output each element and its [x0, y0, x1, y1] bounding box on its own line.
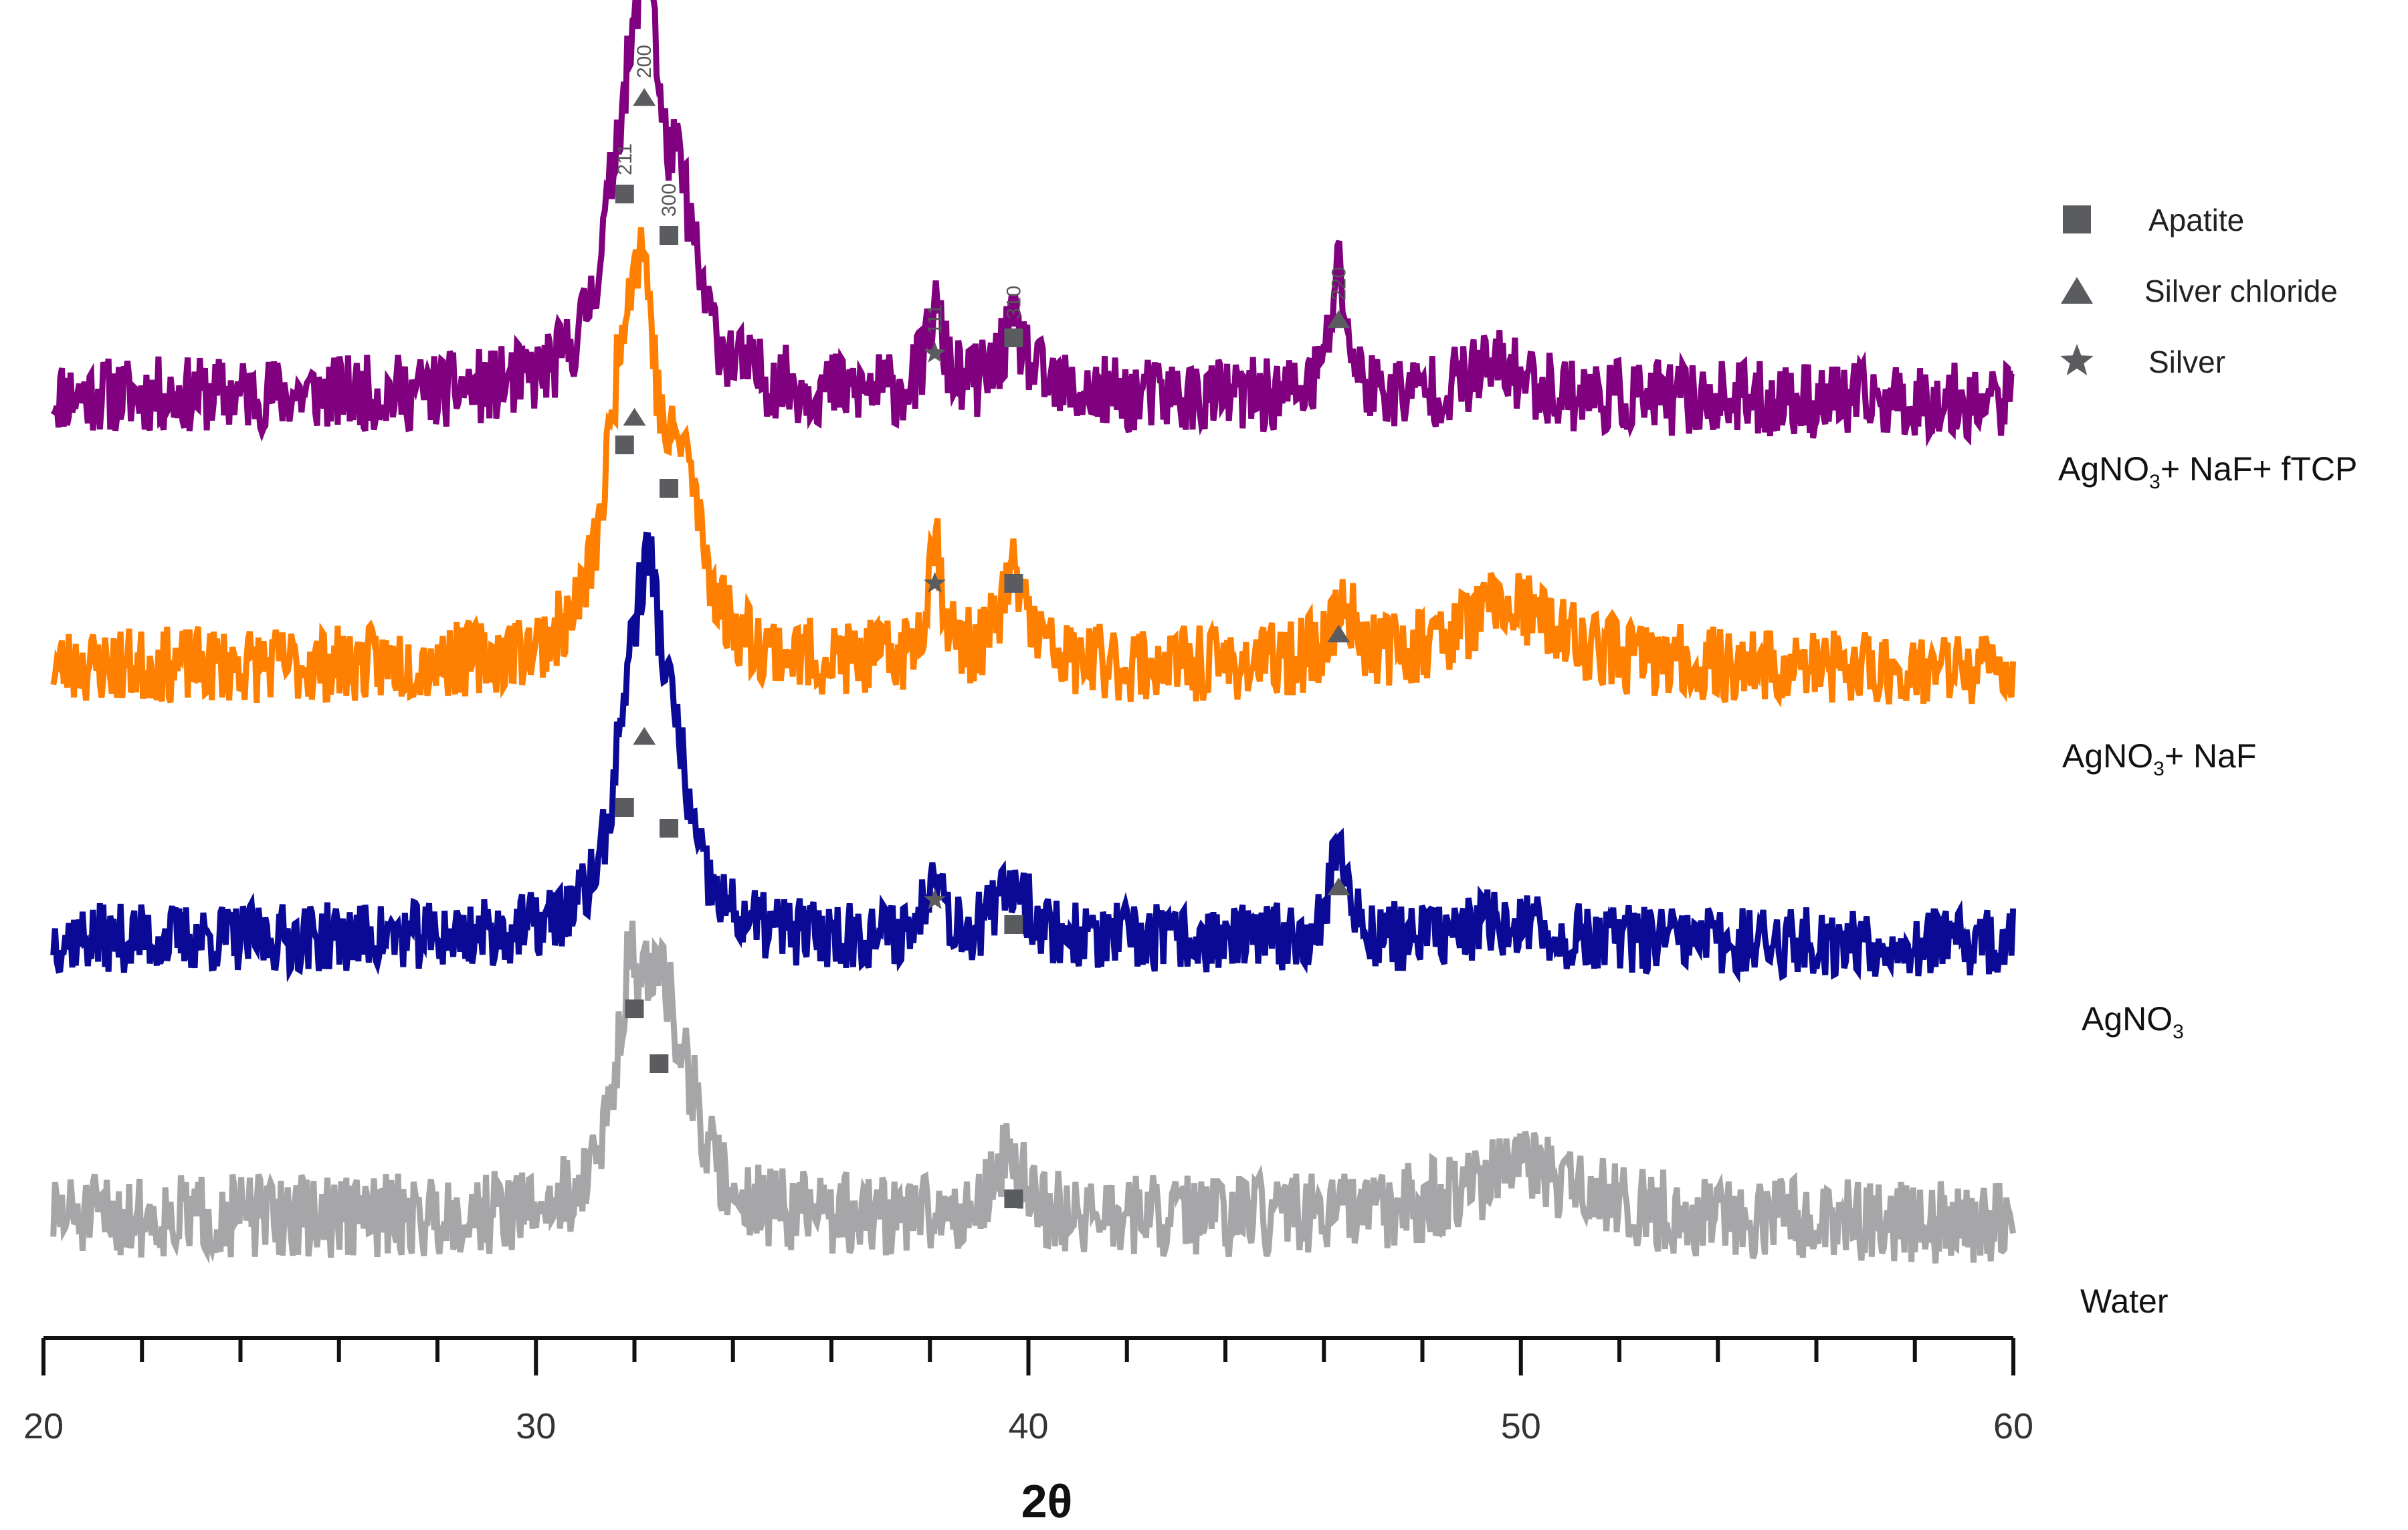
peak-annotation: [1004, 574, 1023, 593]
peak-marker-square: [1004, 574, 1023, 593]
x-tick-label: 20: [23, 1406, 64, 1446]
peak-marker-square: [615, 185, 634, 203]
peak-annotation: 211: [614, 143, 636, 203]
peak-marker-star: [924, 888, 946, 909]
hkl-label: 220: [1328, 267, 1350, 300]
legend-marker-star: [2060, 344, 2094, 376]
legend: Apatite Silver chloride Silver: [2060, 203, 2338, 379]
peak-annotation: [1004, 1189, 1023, 1208]
peak-marker-star: [924, 341, 946, 363]
peak-marker-square: [649, 1054, 669, 1073]
peak-annotation: [1327, 624, 1350, 643]
series-line-agno3: [50, 531, 2017, 983]
peak-annotation: [623, 407, 646, 426]
series-labels: AgNO3+ NaF+ fTCP AgNO3+ NaF AgNO3 Water: [2058, 450, 2357, 1320]
peak-annotation: 111: [924, 304, 946, 363]
peak-marker-triangle: [623, 407, 646, 426]
series-line-agno3_naf_ftcp: [50, 0, 2015, 448]
peak-marker-triangle: [1327, 624, 1350, 643]
peak-marker-square: [615, 436, 634, 454]
peak-annotation: [924, 888, 946, 909]
peak-annotation: [660, 819, 679, 838]
legend-marker-square: [2063, 205, 2091, 233]
peak-marker-triangle: [633, 727, 656, 745]
series-line-agno3_naf: [50, 227, 2017, 708]
peak-marker-square: [625, 999, 644, 1018]
series-label-water: Water: [2080, 1282, 2169, 1320]
hkl-label: 111: [924, 304, 946, 334]
x-axis-title: 2θ: [1021, 1475, 1073, 1527]
hkl-label: 310: [1003, 286, 1025, 319]
peak-annotation: 220: [1327, 267, 1350, 328]
legend-label: Silver chloride: [2144, 274, 2338, 308]
peak-marker-triangle: [1327, 310, 1350, 328]
hkl-label: 211: [614, 143, 636, 175]
peak-marker-triangle: [1327, 877, 1350, 896]
series-line-water: [50, 921, 2017, 1264]
peak-marker-square: [1004, 328, 1023, 347]
x-axis: 20 30 40 50 60: [23, 1336, 2033, 1446]
peak-marker-square: [660, 819, 679, 838]
series-label-agno3_naf_ftcp: AgNO3+ NaF+ fTCP: [2058, 450, 2357, 493]
peak-annotation: [1327, 877, 1350, 896]
series-layer: [50, 0, 2017, 1264]
series-label-agno3_naf: AgNO3+ NaF: [2062, 737, 2256, 780]
x-tick-label: 40: [1008, 1406, 1048, 1446]
legend-item-square: Apatite: [2063, 203, 2244, 237]
peak-annotation: [1004, 915, 1023, 934]
legend-label: Silver: [2148, 345, 2225, 379]
peak-marker-triangle: [633, 88, 656, 106]
peak-annotation: [615, 798, 634, 817]
hkl-label: 200: [633, 45, 656, 78]
peak-marker-square: [660, 226, 679, 245]
x-tick-label: 60: [1993, 1406, 2033, 1446]
peak-annotation: [633, 727, 656, 745]
legend-item-star: Silver: [2060, 344, 2225, 379]
legend-marker-triangle: [2061, 277, 2093, 304]
x-tick-label: 50: [1501, 1406, 1541, 1446]
peak-annotation: [660, 479, 679, 498]
legend-label: Apatite: [2148, 203, 2244, 237]
peak-marker-square: [1004, 1189, 1023, 1208]
peak-marker-square: [615, 798, 634, 817]
hkl-label: 300: [658, 183, 680, 217]
peak-marker-layer: 200 211 300 111 310 220: [614, 45, 1350, 1208]
series-label-agno3: AgNO3: [2082, 1000, 2184, 1043]
peak-annotation: [649, 1054, 669, 1073]
peak-annotation: 200: [633, 45, 656, 106]
peak-annotation: [625, 999, 644, 1018]
peak-annotation: 310: [1003, 286, 1025, 347]
peak-marker-square: [660, 479, 679, 498]
legend-item-triangle: Silver chloride: [2061, 274, 2338, 308]
x-tick-label: 30: [516, 1406, 556, 1446]
peak-marker-square: [1004, 915, 1023, 934]
peak-marker-star: [924, 571, 946, 593]
peak-annotation: [924, 571, 946, 593]
peak-annotation: [615, 436, 634, 454]
peak-annotation: 300: [658, 183, 680, 245]
